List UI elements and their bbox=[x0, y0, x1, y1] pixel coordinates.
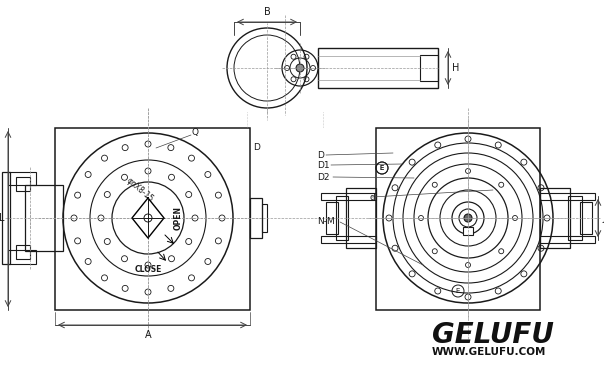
Text: φnX8-15: φnX8-15 bbox=[125, 176, 155, 204]
Text: CLOSE: CLOSE bbox=[134, 265, 162, 275]
Bar bbox=[336, 196, 348, 240]
Bar bbox=[376, 128, 540, 310]
Text: J: J bbox=[602, 213, 604, 223]
Bar bbox=[463, 227, 473, 235]
Bar bbox=[580, 202, 592, 234]
Bar bbox=[318, 48, 438, 88]
Text: L: L bbox=[0, 213, 5, 223]
Bar bbox=[326, 202, 338, 234]
Bar bbox=[420, 55, 438, 81]
Text: E: E bbox=[456, 288, 460, 294]
Text: D: D bbox=[317, 150, 324, 160]
Bar bbox=[321, 236, 376, 243]
Bar bbox=[540, 193, 595, 200]
Bar bbox=[321, 193, 376, 200]
Text: GELUFU: GELUFU bbox=[432, 321, 554, 349]
Bar bbox=[250, 198, 262, 238]
Text: D2: D2 bbox=[317, 172, 330, 182]
Bar bbox=[540, 188, 570, 248]
Text: N-M: N-M bbox=[317, 218, 335, 226]
Text: D: D bbox=[253, 143, 260, 153]
Text: Q: Q bbox=[191, 127, 198, 137]
Text: E: E bbox=[380, 165, 384, 171]
Circle shape bbox=[296, 64, 304, 72]
Text: OPEN: OPEN bbox=[173, 206, 182, 230]
Text: E: E bbox=[380, 165, 384, 171]
Bar bbox=[16, 177, 30, 191]
Bar bbox=[2, 172, 10, 264]
Text: WWW.GELUFU.COM: WWW.GELUFU.COM bbox=[432, 347, 547, 357]
Text: H: H bbox=[452, 63, 460, 73]
Bar bbox=[540, 236, 595, 243]
Bar bbox=[55, 128, 250, 310]
Text: A: A bbox=[145, 330, 152, 340]
Text: B: B bbox=[263, 7, 271, 17]
Bar bbox=[8, 172, 36, 185]
Bar bbox=[16, 245, 30, 259]
Bar bbox=[262, 204, 267, 232]
Bar bbox=[8, 250, 36, 264]
Bar bbox=[346, 188, 376, 248]
Circle shape bbox=[464, 214, 472, 222]
Bar bbox=[568, 196, 582, 240]
Text: D1: D1 bbox=[317, 160, 330, 170]
Text: d: d bbox=[369, 193, 374, 201]
Bar bbox=[25, 185, 63, 251]
